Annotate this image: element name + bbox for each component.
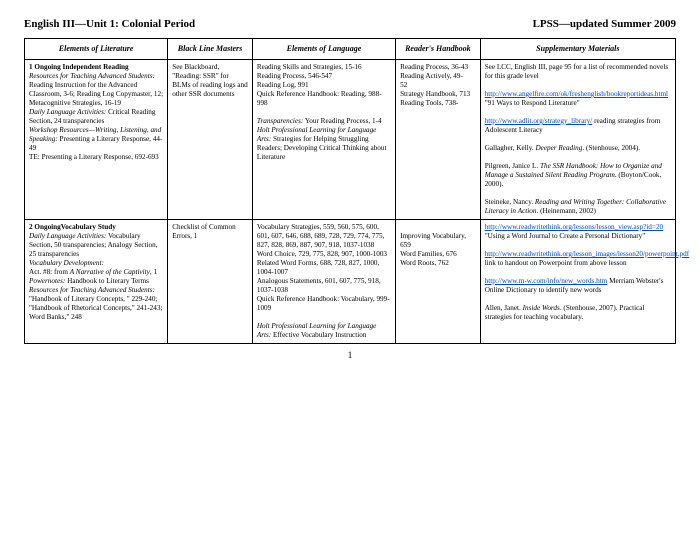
col-header: Black Line Masters bbox=[168, 39, 253, 60]
curriculum-table: Elements of Literature Black Line Master… bbox=[24, 38, 676, 344]
cell-readers-handbook: Improving Vocabulary, 659 Word Families,… bbox=[396, 220, 481, 344]
page-header: English III—Unit 1: Colonial Period LPSS… bbox=[24, 18, 676, 30]
cell-supplementary: See LCC, English III, page 95 for a list… bbox=[480, 60, 675, 220]
col-header: Supplementary Materials bbox=[480, 39, 675, 60]
link[interactable]: http://www.adlit.org/strategy_library/ bbox=[485, 117, 593, 125]
link[interactable]: http://www.m-w.com/info/new_words.htm bbox=[485, 277, 608, 285]
table-row: 2 OngoingVocabulary Study Daily Language… bbox=[25, 220, 676, 344]
cell-elements-lit: 2 OngoingVocabulary Study Daily Language… bbox=[25, 220, 168, 344]
col-header: Elements of Literature bbox=[25, 39, 168, 60]
link[interactable]: http://www.readwritethink.org/lessons/le… bbox=[485, 223, 663, 231]
header-left: English III—Unit 1: Colonial Period bbox=[24, 18, 195, 30]
header-right: LPSS—updated Summer 2009 bbox=[533, 18, 676, 30]
cell-blm: Checklist of Common Errors, 1 bbox=[168, 220, 253, 344]
table-header-row: Elements of Literature Black Line Master… bbox=[25, 39, 676, 60]
col-header: Reader's Handbook bbox=[396, 39, 481, 60]
cell-elements-lang: Reading Skills and Strategies, 15-16 Rea… bbox=[252, 60, 395, 220]
cell-elements-lang: Vocabulary Strategies, 559, 560, 575, 60… bbox=[252, 220, 395, 344]
cell-blm: See Blackboard, "Reading: SSR" for BLMs … bbox=[168, 60, 253, 220]
cell-elements-lit: 1 Ongoing Independent Reading Resources … bbox=[25, 60, 168, 220]
col-header: Elements of Language bbox=[252, 39, 395, 60]
cell-readers-handbook: Reading Process, 36-43 Reading Actively,… bbox=[396, 60, 481, 220]
page-number: 1 bbox=[24, 350, 676, 360]
link[interactable]: http://www.angelfire.com/ok/freshenglish… bbox=[485, 90, 668, 98]
table-row: 1 Ongoing Independent Reading Resources … bbox=[25, 60, 676, 220]
cell-supplementary: http://www.readwritethink.org/lessons/le… bbox=[480, 220, 675, 344]
link[interactable]: http://www.readwritethink.org/lesson_ima… bbox=[485, 250, 689, 258]
